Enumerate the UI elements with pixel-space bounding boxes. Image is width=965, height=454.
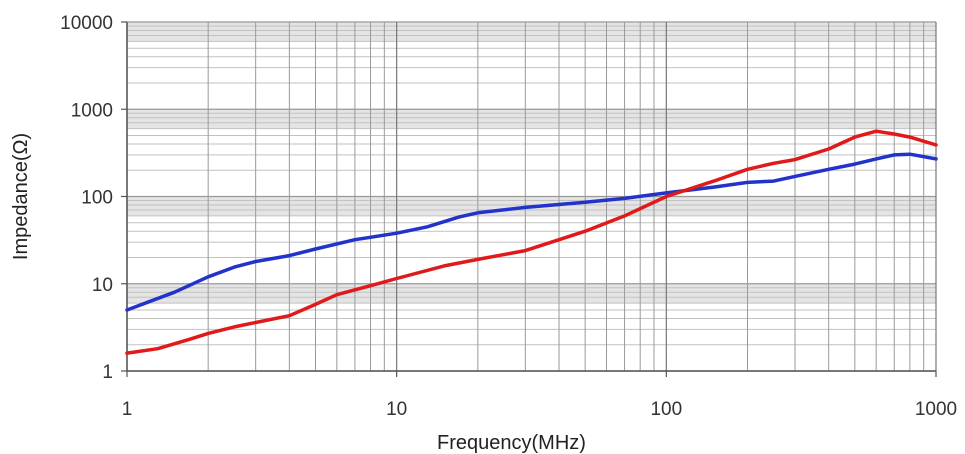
plot-bands xyxy=(127,22,936,304)
y-tick-label: 10 xyxy=(92,275,113,296)
gridlines xyxy=(126,21,937,372)
x-tick-label: 1 xyxy=(122,399,133,420)
series-lines xyxy=(125,129,938,355)
x-axis-title: Frequency(MHz) xyxy=(437,432,586,454)
y-axis-title: Impedance(Ω) xyxy=(10,133,32,260)
series-line-2 xyxy=(125,129,938,355)
y-tick-label: 100 xyxy=(81,188,113,209)
decade-band xyxy=(127,109,936,129)
x-tick-label: 10 xyxy=(386,399,407,420)
y-tick-labels: 1 10 100 1000 10000 xyxy=(60,13,113,383)
y-tick-label: 1000 xyxy=(71,100,113,121)
x-tick-label: 1000 xyxy=(915,399,957,420)
y-tick-label: 10000 xyxy=(60,13,113,34)
y-tick-label: 1 xyxy=(102,362,113,383)
x-tick-labels: 1 10 100 1000 xyxy=(122,399,957,420)
decade-band xyxy=(127,283,936,304)
series-line-1 xyxy=(125,152,938,312)
axes xyxy=(121,21,937,377)
x-tick-label: 100 xyxy=(650,399,682,420)
decade-band xyxy=(127,22,936,42)
